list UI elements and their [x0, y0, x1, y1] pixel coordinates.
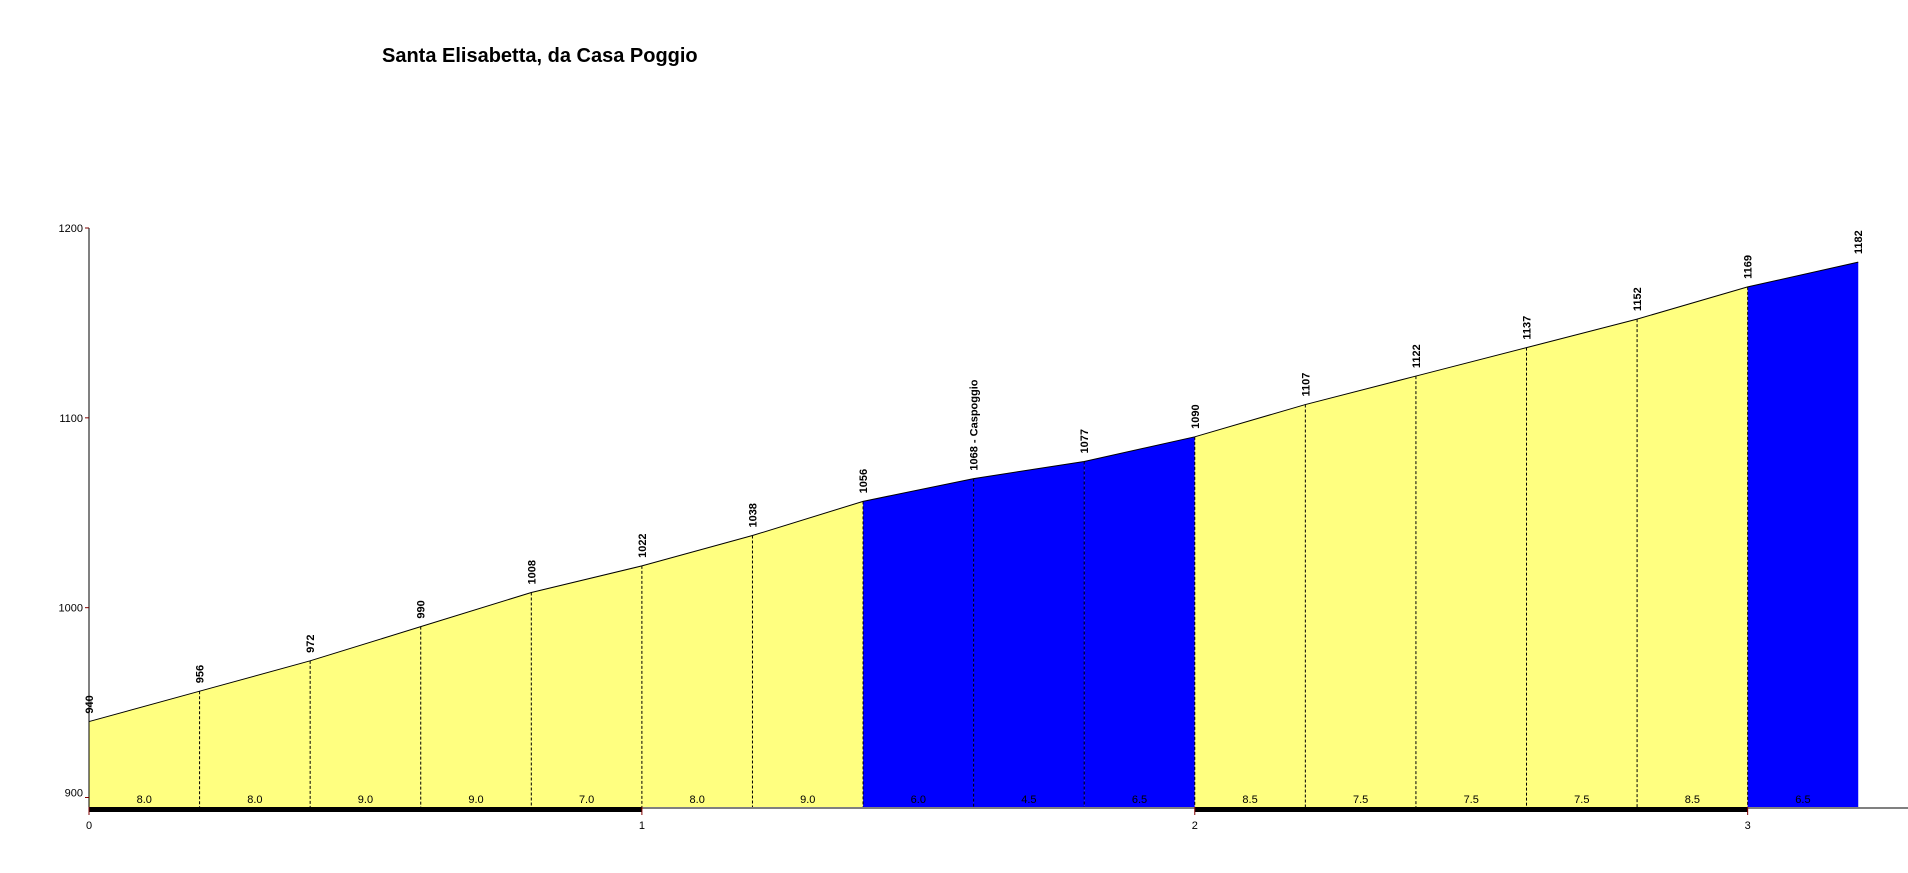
elevation-label: 1038 — [747, 503, 759, 527]
elevation-label: 1137 — [1522, 316, 1534, 340]
gradient-label: 8.0 — [690, 794, 705, 806]
gradient-label: 6.5 — [1795, 794, 1810, 806]
elevation-label: 956 — [195, 665, 207, 683]
x-tick-label: 0 — [86, 820, 92, 832]
gradient-label: 4.5 — [1021, 794, 1036, 806]
elevation-label: 1152 — [1632, 287, 1644, 311]
segment-area — [531, 565, 642, 807]
scale-bar — [1194, 807, 1748, 812]
segment-area — [1084, 436, 1195, 807]
gradient-label: 6.0 — [911, 794, 926, 806]
segment-area — [1305, 376, 1416, 807]
y-tick-label: 1200 — [59, 223, 83, 235]
y-tick-label: 1000 — [59, 603, 83, 615]
elevation-label: 1107 — [1300, 373, 1312, 397]
profile-line — [88, 261, 1859, 723]
gradient-label: 7.5 — [1574, 794, 1589, 806]
segment-area — [641, 535, 753, 807]
elevation-label: 1077 — [1079, 429, 1091, 453]
segment-area — [1194, 404, 1306, 807]
gradient-label: 9.0 — [800, 794, 815, 806]
gradient-label: 7.0 — [579, 794, 594, 806]
chart-title: Santa Elisabetta, da Casa Poggio — [382, 45, 698, 67]
gradient-label: 7.5 — [1464, 794, 1479, 806]
elevation-label: 1008 — [526, 560, 538, 584]
elevation-label: 1182 — [1853, 230, 1865, 254]
elevation-label: 972 — [305, 634, 317, 652]
gradient-label: 8.0 — [137, 794, 152, 806]
segment-area — [1415, 347, 1527, 807]
gradient-label: 8.0 — [247, 794, 262, 806]
elevation-label: 940 — [84, 695, 96, 713]
scale-bar — [89, 807, 642, 812]
elevation-label: 1090 — [1190, 404, 1202, 428]
gradient-label: 9.0 — [468, 794, 483, 806]
segment-area — [752, 501, 864, 807]
segment-area — [199, 660, 311, 807]
elevation-label: 1122 — [1411, 344, 1423, 368]
x-tick-label: 3 — [1745, 820, 1751, 832]
gradient-label: 8.5 — [1685, 794, 1700, 806]
x-tick-label: 1 — [639, 820, 645, 832]
segment-area — [1747, 262, 1859, 807]
gradient-label: 6.5 — [1132, 794, 1147, 806]
elevation-label: 1169 — [1743, 255, 1755, 279]
segment-area — [310, 626, 421, 807]
y-tick-label: 900 — [65, 788, 83, 800]
segment-area — [863, 478, 974, 807]
segment-area — [1526, 319, 1638, 807]
gradient-label: 7.5 — [1353, 794, 1368, 806]
elevation-label: 1022 — [637, 533, 649, 557]
gradient-label: 9.0 — [358, 794, 373, 806]
elevation-label: 990 — [416, 600, 428, 618]
segment-area — [89, 691, 200, 807]
gradient-label: 8.5 — [1242, 794, 1257, 806]
x-tick-label: 2 — [1192, 820, 1198, 832]
segment-area — [1637, 286, 1748, 807]
segment-area — [420, 592, 532, 807]
elevation-label: 1068 - Caspoggio — [969, 379, 981, 470]
segment-area — [973, 461, 1085, 807]
elevation-label: 1056 — [858, 469, 870, 493]
y-tick-label: 1100 — [59, 413, 83, 425]
